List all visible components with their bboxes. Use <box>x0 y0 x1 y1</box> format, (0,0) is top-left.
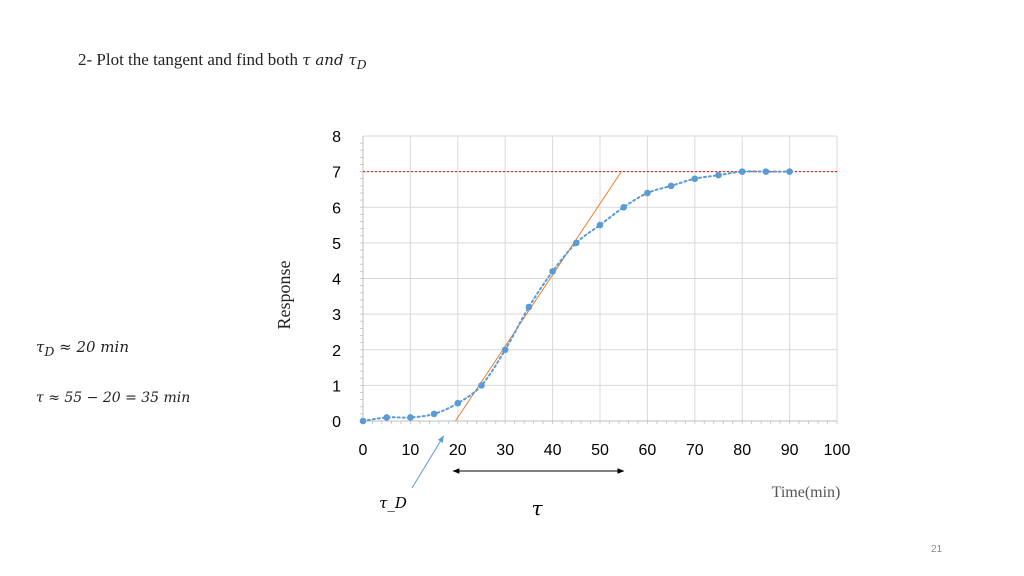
slide-heading: 2- Plot the tangent and find both τ and … <box>78 50 367 72</box>
data-point <box>644 189 651 197</box>
y-tick-label: 6 <box>332 200 341 217</box>
data-point <box>738 168 746 175</box>
data-point <box>430 410 438 418</box>
x-axis-title: Time(min) <box>772 484 841 501</box>
x-tick-label: 70 <box>686 442 704 459</box>
data-point <box>667 182 675 190</box>
data-point <box>359 417 367 425</box>
y-tick-label: 1 <box>332 378 341 395</box>
x-tick-label: 50 <box>591 442 609 459</box>
y-tick-label: 5 <box>332 236 341 253</box>
x-tick-label: 10 <box>402 442 420 459</box>
data-point <box>407 414 414 421</box>
x-tick-label: 0 <box>359 442 368 459</box>
data-point <box>478 382 485 389</box>
data-point <box>501 346 509 354</box>
data-point <box>573 239 580 247</box>
x-tick-label: 90 <box>781 442 799 459</box>
y-tick-label: 0 <box>332 414 341 431</box>
data-point <box>549 268 556 275</box>
y-tick-label: 4 <box>332 272 341 289</box>
tangent-line <box>455 171 622 422</box>
y-tick-label: 2 <box>332 343 341 360</box>
data-point <box>383 414 391 421</box>
x-tick-label: 40 <box>544 442 562 459</box>
data-point <box>596 221 604 229</box>
y-tick-label: 7 <box>332 165 341 182</box>
tau-label: τ <box>531 496 543 520</box>
slide-number: 21 <box>931 544 943 555</box>
heading-math: τ and τD <box>302 51 367 72</box>
data-point <box>525 303 533 311</box>
data-point <box>786 168 793 175</box>
tau-estimate: τ ≈ 55 − 20 = 35 min <box>36 390 191 406</box>
tau-d-estimate: τD ≈ 20 min <box>36 338 129 359</box>
tau-d-label: τ_D <box>379 494 407 512</box>
data-point <box>762 168 770 175</box>
tau-d-pointer-arrow <box>411 435 445 489</box>
data-point <box>620 203 627 211</box>
y-tick-label: 3 <box>332 307 341 324</box>
y-axis-title: Response <box>274 260 294 329</box>
x-tick-label: 80 <box>733 442 751 459</box>
data-point <box>454 399 462 407</box>
data-point <box>715 171 722 179</box>
x-tick-label: 20 <box>449 442 467 459</box>
series-trendline <box>362 170 791 422</box>
data-point <box>691 175 699 183</box>
x-tick-label: 30 <box>496 442 514 459</box>
x-tick-label: 60 <box>639 442 657 459</box>
x-tick-label: 100 <box>824 442 851 459</box>
y-tick-label: 8 <box>332 129 341 146</box>
heading-text: 2- Plot the tangent and find both <box>78 50 299 69</box>
